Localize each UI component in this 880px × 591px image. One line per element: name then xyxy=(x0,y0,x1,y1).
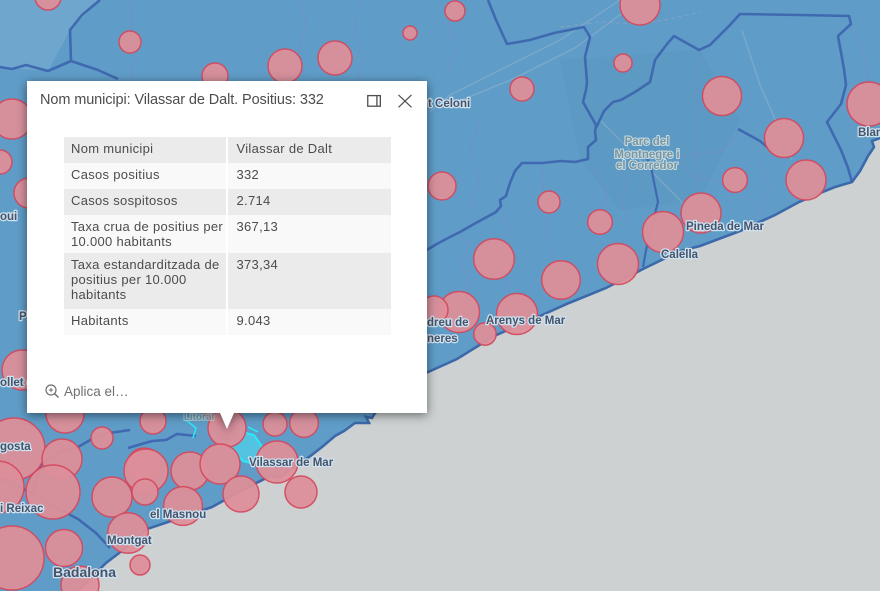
svg-text:oui: oui xyxy=(0,211,17,223)
svg-text:Parc del: Parc del xyxy=(625,136,670,148)
svg-text:Calella: Calella xyxy=(661,249,699,261)
svg-text:Montgat: Montgat xyxy=(107,535,152,547)
svg-text:Vilassar de Mar: Vilassar de Mar xyxy=(249,457,334,469)
svg-text:Montnegre i: Montnegre i xyxy=(614,149,679,161)
svg-text:i Reixac: i Reixac xyxy=(0,503,44,515)
svg-text:ollet d: ollet d xyxy=(0,377,34,389)
svg-text:el Corredor: el Corredor xyxy=(616,160,679,172)
svg-text:dreu de: dreu de xyxy=(427,317,469,329)
svg-text:t Celoni: t Celoni xyxy=(428,98,470,110)
svg-text:neres: neres xyxy=(427,333,458,345)
svg-text:el Masnou: el Masnou xyxy=(150,509,206,521)
svg-text:Badalona: Badalona xyxy=(53,564,116,580)
svg-text:Litoral: Litoral xyxy=(184,412,215,423)
svg-text:gosta: gosta xyxy=(0,441,31,453)
svg-text:Arenys de Mar: Arenys de Mar xyxy=(486,315,566,327)
svg-text:Blan: Blan xyxy=(858,127,880,139)
svg-text:P: P xyxy=(19,311,27,323)
svg-text:Pineda de Mar: Pineda de Mar xyxy=(686,221,764,233)
